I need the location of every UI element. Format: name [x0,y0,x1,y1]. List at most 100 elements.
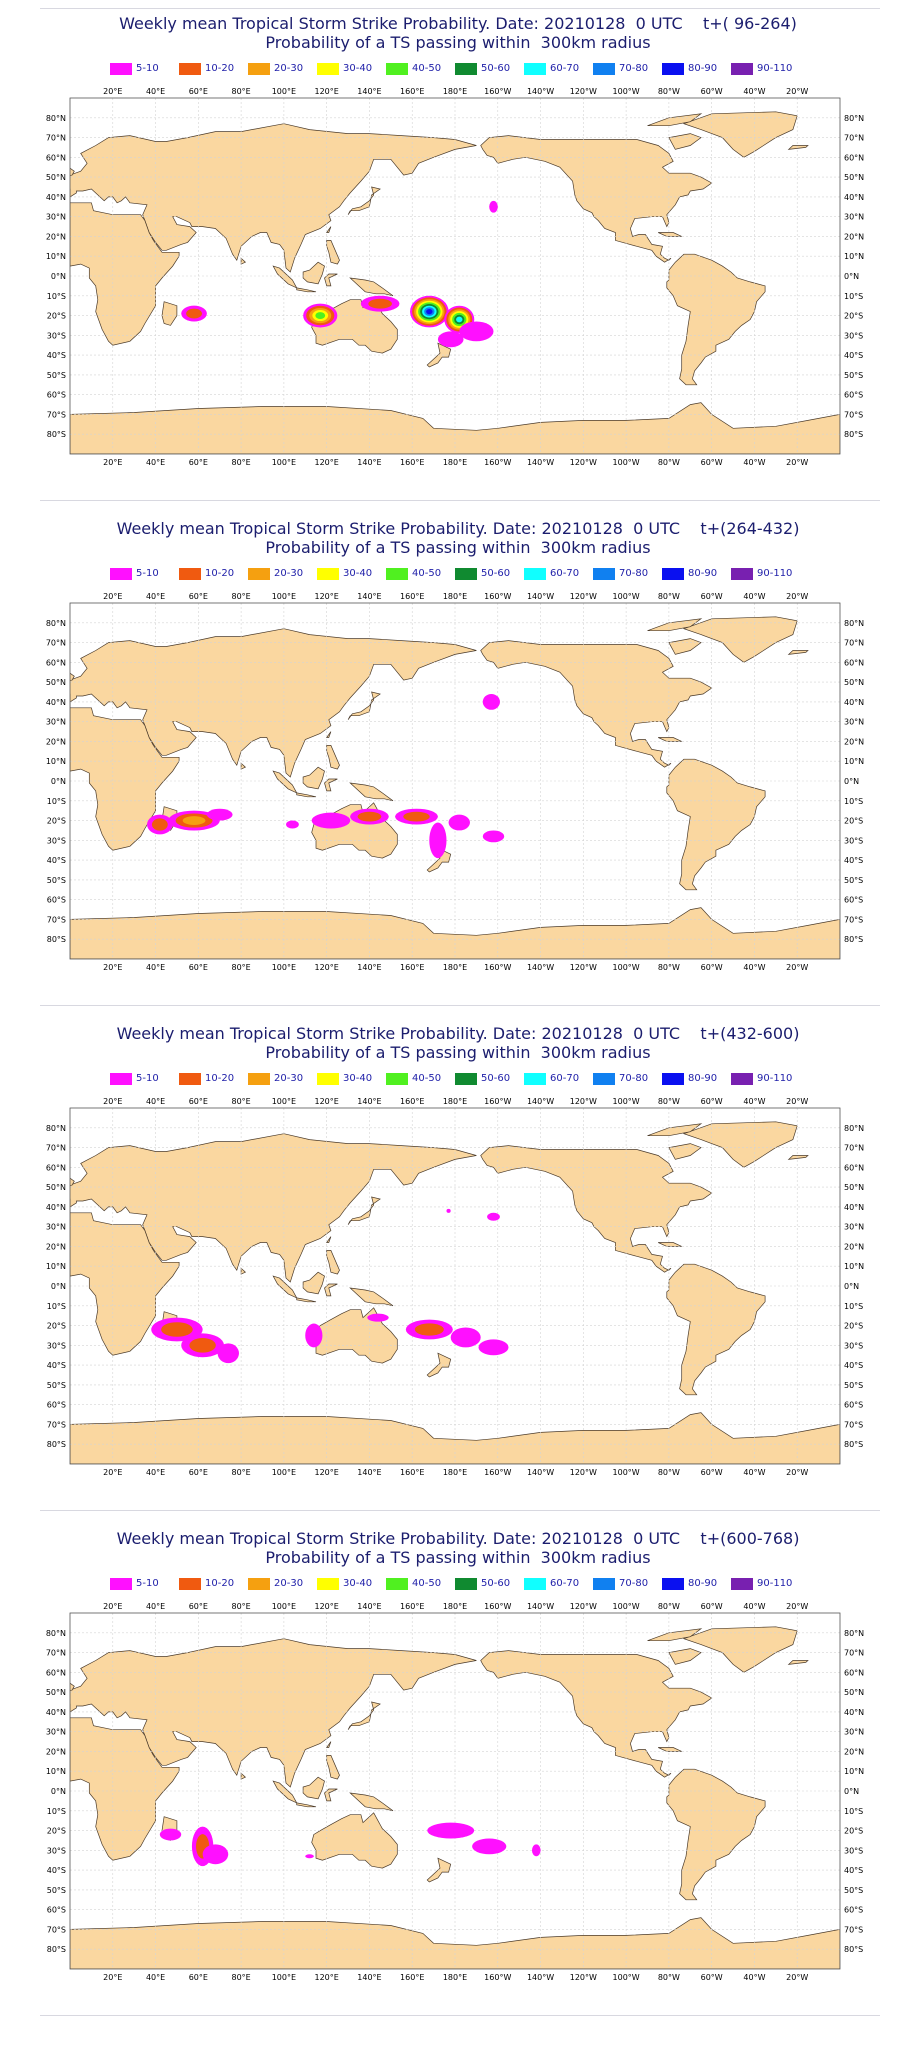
latitude-label: 30°S [47,1846,66,1855]
legend-label: 30-40 [343,1578,373,1589]
latitude-label: 40°N [844,1708,864,1717]
land-britain [70,672,75,681]
legend-swatch [386,1578,408,1590]
legend-label: 80-90 [688,568,718,579]
latitude-label: 20°S [844,1322,863,1331]
probability-contour [450,1327,481,1348]
longitude-label: 80°W [658,592,680,601]
probability-legend: 5-10 10-20 20-30 30-40 40-50 50-60 60-70 70-80 8… [0,567,916,581]
legend-label: 40-50 [412,568,442,579]
longitude-label: 80°W [658,458,680,467]
latitude-label: 80°S [47,1440,66,1449]
latitude-label: 10°N [844,1767,864,1776]
longitude-label: 60°W [701,87,723,96]
longitude-label: 100°E [272,1973,296,1982]
longitude-label: 80°W [658,1468,680,1477]
latitude-label: 70°S [844,915,863,924]
latitude-label: 50°N [46,678,66,687]
longitude-label: 20°E [103,1097,122,1106]
longitude-label: 140°E [357,1468,381,1477]
longitude-label: 160°W [484,963,511,972]
longitude-label: 40°E [146,458,165,467]
latitude-label: 80°N [844,1124,864,1133]
legend-label: 60-70 [550,568,580,579]
legend-label: 10-20 [205,1578,235,1589]
latitude-label: 80°S [47,935,66,944]
latitude-label: 70°S [47,1925,66,1934]
longitude-label: 140°W [527,963,554,972]
land-southamerica [666,1263,766,1396]
latitude-label: 20°S [47,1322,66,1331]
longitude-label: 80°E [231,1602,250,1611]
legend-label: 50-60 [481,1073,511,1084]
land-iceland [787,145,809,150]
latitude-label: 80°N [46,619,66,628]
legend-label: 60-70 [550,1578,580,1589]
legend-swatch [179,1073,201,1085]
land-cuba [658,1242,682,1247]
legend-label: 80-90 [688,63,718,74]
land-japan [347,1701,381,1730]
latitude-label: 40°S [844,1361,863,1370]
longitude-label: 140°W [527,458,554,467]
longitude-label: 120°W [570,87,597,96]
longitude-label: 140°E [357,963,381,972]
legend-swatch [731,1073,753,1085]
latitude-label: 20°S [844,312,863,321]
probability-contour [489,200,498,213]
latitude-label: 30°N [844,1728,864,1737]
land-greenland [682,616,798,663]
land-borneo [302,1776,325,1800]
legend-label: 5-10 [136,568,159,579]
land-newguinea [349,277,394,297]
latitude-label: 10°N [46,252,66,261]
latitude-label: 40°S [844,856,863,865]
land-japan [347,186,381,215]
latitude-label: 0°N [844,777,859,786]
legend-swatch [179,568,201,580]
longitude-label: 80°E [231,592,250,601]
longitude-label: 100°E [272,87,296,96]
legend-label: 70-80 [619,568,649,579]
legend-swatch [662,1073,684,1085]
longitude-label: 60°W [701,963,723,972]
longitude-label: 160°E [400,963,424,972]
latitude-label: 40°N [46,1708,66,1717]
latitude-label: 70°N [46,1144,66,1153]
longitude-label: 60°E [189,963,208,972]
latitude-label: 10°N [844,252,864,261]
latitude-label: 80°N [844,114,864,123]
latitude-label: 10°S [844,292,863,301]
latitude-label: 50°N [844,173,864,182]
latitude-label: 40°S [47,351,66,360]
probability-contour [367,1313,389,1322]
land-greenland [682,1121,798,1168]
legend-label: 50-60 [481,1578,511,1589]
latitude-label: 30°S [844,1846,863,1855]
longitude-label: 60°E [189,87,208,96]
longitude-label: 40°E [146,963,165,972]
map-panel: Weekly mean Tropical Storm Strike Probab… [0,0,916,505]
longitude-label: 60°W [701,458,723,467]
panel-subtitle: Probability of a TS passing within 300km… [265,33,651,52]
latitude-label: 70°N [46,134,66,143]
latitude-label: 60°N [46,658,66,667]
longitude-label: 40°W [743,1602,765,1611]
land-eurasia [70,1638,477,1788]
latitude-label: 10°S [47,1302,66,1311]
legend-label: 20-30 [274,63,304,74]
legend-swatch [524,63,546,75]
longitude-label: 60°E [189,1973,208,1982]
latitude-label: 10°N [46,1262,66,1271]
legend-swatch [317,1578,339,1590]
probability-contour [427,1822,475,1839]
land-sulawesi [324,1283,338,1297]
land-eurasia [70,1133,477,1283]
latitude-label: 30°S [844,1341,863,1350]
longitude-label: 180°E [443,1973,467,1982]
longitude-label: 100°E [272,1097,296,1106]
probability-contour [429,822,447,859]
map-panel: Weekly mean Tropical Storm Strike Probab… [0,505,916,1010]
latitude-label: 30°N [844,213,864,222]
latitude-label: 80°S [844,1945,863,1954]
